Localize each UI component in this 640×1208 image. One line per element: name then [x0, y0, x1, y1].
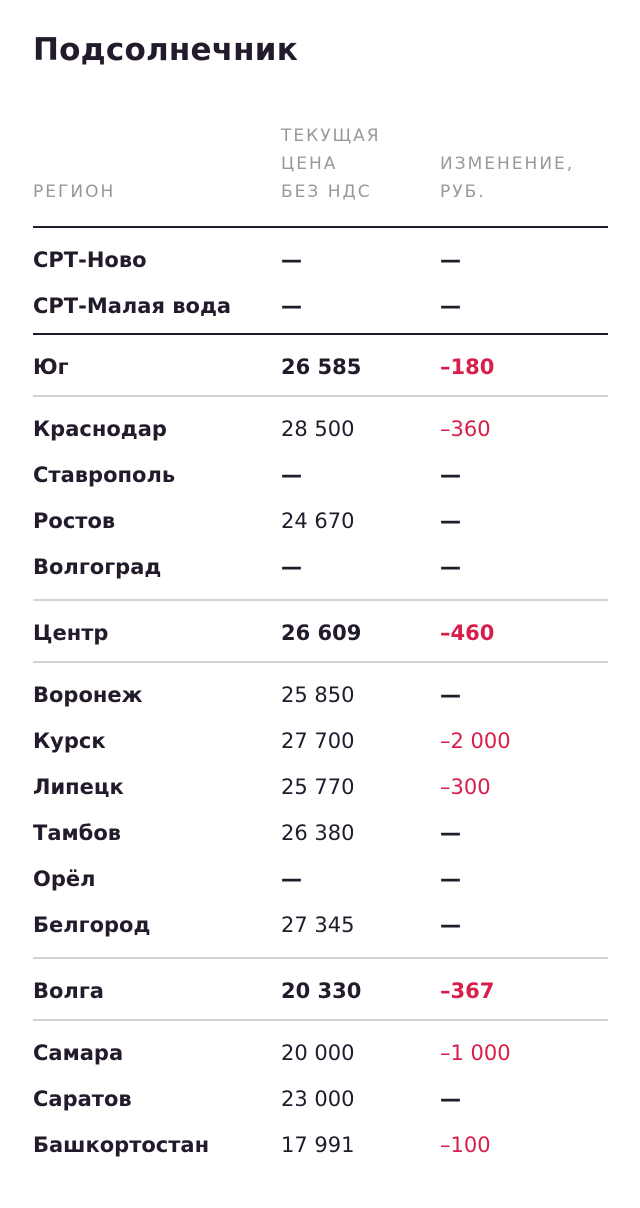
table-divider [33, 333, 608, 335]
header-region: РЕГИОН [33, 182, 116, 202]
region-cell: Орёл [33, 867, 96, 891]
change-cell: — [440, 913, 461, 937]
change-cell: –300 [440, 775, 491, 799]
change-cell: — [440, 867, 461, 891]
change-cell: –360 [440, 417, 491, 441]
table-row: СРТ-Малая вода — — [0, 284, 640, 330]
price-cell: 26 380 [281, 821, 355, 845]
price-cell: 27 345 [281, 913, 355, 937]
price-cell: — [281, 555, 302, 579]
table-row: Волгоград — — [0, 545, 640, 591]
region-cell: Центр [33, 621, 109, 645]
price-cell: — [281, 294, 302, 318]
region-cell: Ростов [33, 509, 116, 533]
price-cell: 26 585 [281, 355, 362, 379]
change-cell: –2 000 [440, 729, 511, 753]
table-divider [33, 395, 608, 397]
change-cell: — [440, 1087, 461, 1111]
region-cell: СРТ-Малая вода [33, 294, 232, 318]
page-title: Подсолнечник [33, 32, 298, 68]
change-cell: — [440, 294, 461, 318]
table-row: Орёл — — [0, 857, 640, 903]
region-cell: Ставрополь [33, 463, 176, 487]
table-row: Краснодар 28 500 –360 [0, 407, 640, 453]
region-cell: Юг [33, 355, 69, 379]
table-divider [33, 226, 608, 228]
header-price-line: ЦЕНА [281, 154, 338, 174]
table-row: Саратов 23 000 — [0, 1077, 640, 1123]
region-cell: Самара [33, 1041, 124, 1065]
region-cell: Курск [33, 729, 106, 753]
region-cell: Воронеж [33, 683, 143, 707]
change-cell: –1 000 [440, 1041, 511, 1065]
table-row: Воронеж 25 850 — [0, 673, 640, 719]
header-price-line: БЕЗ НДС [281, 182, 372, 202]
table-divider [33, 661, 608, 663]
table-row: Башкортостан 17 991 –100 [0, 1123, 640, 1169]
change-cell: –460 [440, 621, 495, 645]
price-cell: 25 850 [281, 683, 355, 707]
table-row-total: Центр 26 609 –460 [0, 611, 640, 657]
table-row-total: Волга 20 330 –367 [0, 969, 640, 1015]
change-cell: — [440, 683, 461, 707]
table-header: РЕГИОН ТЕКУЩАЯ ЦЕНА БЕЗ НДС ИЗМЕНЕНИЕ, Р… [0, 110, 640, 210]
table-divider [33, 1019, 608, 1021]
change-cell: –100 [440, 1133, 491, 1157]
region-cell: Краснодар [33, 417, 167, 441]
price-cell: 28 500 [281, 417, 355, 441]
price-cell: 26 609 [281, 621, 362, 645]
table-row: Тамбов 26 380 — [0, 811, 640, 857]
price-cell: — [281, 463, 302, 487]
table-row: Курск 27 700 –2 000 [0, 719, 640, 765]
table-row: Ростов 24 670 — [0, 499, 640, 545]
change-cell: — [440, 821, 461, 845]
table-row: Липецк 25 770 –300 [0, 765, 640, 811]
region-cell: СРТ-Ново [33, 248, 147, 272]
table-row: Белгород 27 345 — [0, 903, 640, 949]
price-cell: — [281, 867, 302, 891]
region-cell: Волгоград [33, 555, 162, 579]
price-cell: 20 330 [281, 979, 362, 1003]
change-cell: — [440, 463, 461, 487]
price-cell: 24 670 [281, 509, 355, 533]
region-cell: Белгород [33, 913, 151, 937]
header-change-line: ИЗМЕНЕНИЕ, [440, 154, 575, 174]
table-row-total: Юг 26 585 –180 [0, 345, 640, 391]
region-cell: Липецк [33, 775, 124, 799]
change-cell: –367 [440, 979, 495, 1003]
header-change-line: РУБ. [440, 182, 486, 202]
header-price-line: ТЕКУЩАЯ [281, 126, 381, 146]
region-cell: Саратов [33, 1087, 132, 1111]
price-cell: 23 000 [281, 1087, 355, 1111]
header-price: ТЕКУЩАЯ ЦЕНА БЕЗ НДС [281, 122, 431, 206]
table-divider [33, 957, 608, 959]
price-cell: 25 770 [281, 775, 355, 799]
table-row: Ставрополь — — [0, 453, 640, 499]
region-cell: Башкортостан [33, 1133, 210, 1157]
price-cell: 17 991 [281, 1133, 355, 1157]
region-cell: Волга [33, 979, 104, 1003]
change-cell: — [440, 509, 461, 533]
change-cell: — [440, 248, 461, 272]
table-row: Самара 20 000 –1 000 [0, 1031, 640, 1077]
price-cell: 20 000 [281, 1041, 355, 1065]
price-cell: — [281, 248, 302, 272]
table-divider [33, 599, 608, 601]
table-row: СРТ-Ново — — [0, 238, 640, 284]
header-change: ИЗМЕНЕНИЕ, РУБ. [440, 150, 610, 206]
change-cell: –180 [440, 355, 495, 379]
region-cell: Тамбов [33, 821, 122, 845]
price-cell: 27 700 [281, 729, 355, 753]
change-cell: — [440, 555, 461, 579]
